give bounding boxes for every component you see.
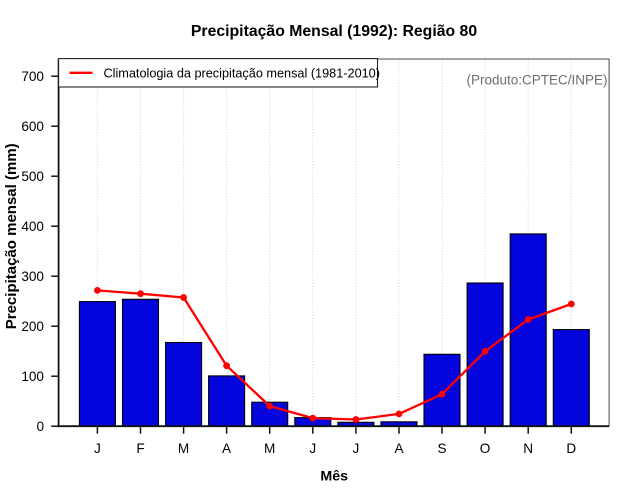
svg-text:Precipitação mensal (mm): Precipitação mensal (mm) [3,143,20,329]
svg-text:300: 300 [21,269,44,284]
svg-text:(Produto:CPTEC/INPE): (Produto:CPTEC/INPE) [466,73,607,88]
svg-text:M: M [264,441,275,456]
svg-text:500: 500 [21,169,44,184]
svg-text:J: J [309,441,316,456]
svg-text:0: 0 [36,419,44,434]
svg-text:A: A [222,441,232,456]
svg-text:600: 600 [21,119,44,134]
svg-text:J: J [353,441,360,456]
svg-text:400: 400 [21,219,44,234]
svg-text:O: O [480,441,491,456]
svg-text:700: 700 [21,69,44,84]
svg-text:Climatologia da precipitação m: Climatologia da precipitação mensal (198… [104,66,380,80]
svg-text:200: 200 [21,319,44,334]
svg-text:100: 100 [21,369,44,384]
svg-text:Mês: Mês [320,468,348,484]
svg-text:N: N [523,441,533,456]
svg-text:F: F [136,441,144,456]
svg-text:J: J [94,441,101,456]
svg-text:D: D [566,441,576,456]
svg-text:M: M [178,441,189,456]
svg-text:Precipitação Mensal (1992): Re: Precipitação Mensal (1992): Região 80 [191,23,477,40]
svg-text:S: S [437,441,446,456]
svg-text:A: A [394,441,404,456]
